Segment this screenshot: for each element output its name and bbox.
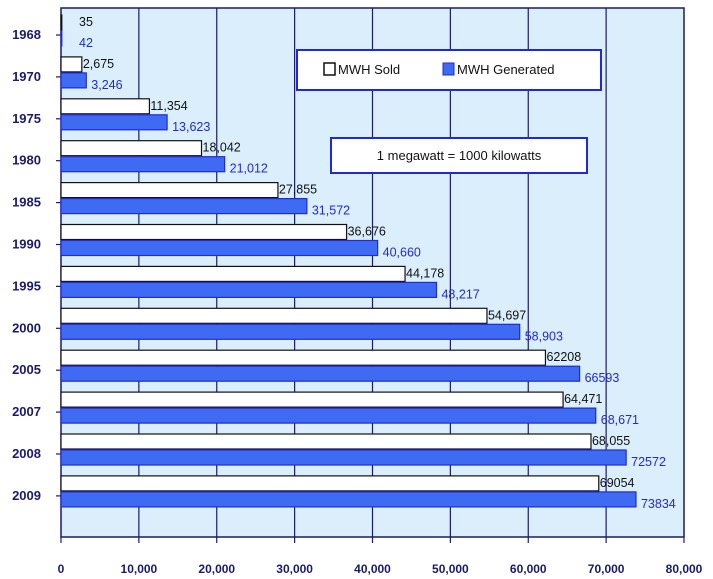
year-label: 1980 [12, 153, 41, 168]
value-label-sold: 2,675 [83, 57, 114, 71]
value-label-generated: 42 [79, 36, 93, 50]
value-label-generated: 68,671 [601, 413, 639, 427]
value-label-generated: 58,903 [525, 329, 563, 343]
bar-mwh-sold [60, 223, 348, 241]
value-label-sold: 27,855 [279, 183, 317, 197]
x-tick-label: 30,000 [276, 562, 313, 576]
year-label: 2008 [12, 446, 41, 461]
value-labels: 35 42 2,675 3,246 11,354 13,623 18,042 21,012 27… [79, 15, 676, 511]
bar-mwh-sold [60, 182, 279, 199]
x-tick-label: 40,000 [354, 562, 391, 576]
value-label-generated: 21,012 [230, 162, 268, 176]
x-tick-label: 0 [58, 562, 65, 576]
legend-label-generated: MWH Generated [457, 62, 555, 77]
x-tick-label: 50,000 [432, 562, 469, 576]
year-label: 1990 [12, 237, 41, 252]
year-label: 1995 [12, 278, 41, 293]
bar-mwh-generated [60, 72, 87, 89]
value-label-sold: 64,471 [564, 392, 602, 406]
unit-note-text: 1 megawatt = 1000 kilowatts [377, 148, 542, 163]
bar-mwh-generated [60, 198, 308, 215]
bar-mwh-sold [60, 14, 63, 31]
value-label-generated: 48,217 [441, 287, 479, 301]
bar-mwh-sold [60, 98, 151, 115]
bar-mwh-generated [60, 491, 637, 508]
bar-mwh-sold [60, 265, 406, 282]
value-label-generated: 66593 [585, 371, 620, 385]
value-label-sold: 44,178 [406, 266, 444, 280]
bar-mwh-generated [60, 449, 627, 466]
bar-mwh-sold [60, 433, 592, 450]
unit-note: 1 megawatt = 1000 kilowatts [330, 137, 588, 174]
bar-mwh-sold [60, 475, 600, 492]
value-label-sold: 68,055 [592, 434, 630, 448]
legend: MWH Sold MWH Generated [296, 49, 602, 91]
bar-mwh-generated [60, 114, 168, 131]
x-tick-label: 70,000 [588, 562, 625, 576]
x-tick-label: 80,000 [666, 562, 703, 576]
year-label: 2007 [12, 404, 41, 419]
value-label-sold: 69054 [600, 476, 635, 490]
x-tick-label: 10,000 [121, 562, 158, 576]
bar-mwh-sold [60, 391, 564, 408]
value-label-sold: 62208 [546, 350, 581, 364]
year-label: 1985 [12, 195, 41, 210]
year-label: 2000 [12, 320, 41, 335]
year-label: 1970 [12, 69, 41, 84]
value-label-sold: 36,676 [348, 225, 386, 239]
year-label: 1975 [12, 111, 41, 126]
value-label-generated: 31,572 [312, 204, 350, 218]
value-label-sold: 35 [79, 15, 93, 29]
value-label-sold: 54,697 [488, 308, 526, 322]
legend-swatch-generated [442, 62, 455, 76]
bar-mwh-generated [60, 156, 226, 173]
x-tick-label: 20,000 [198, 562, 235, 576]
x-tick-labels: 0 10,000 20,000 30,000 40,000 50,000 60,000 70,… [58, 562, 703, 576]
bars [60, 14, 637, 508]
bar-mwh-sold [60, 140, 203, 157]
value-label-generated: 72572 [631, 455, 666, 469]
value-label-generated: 73834 [641, 497, 676, 511]
value-label-sold: 11,354 [150, 99, 187, 113]
unit-note-box [330, 137, 588, 174]
bar-mwh-generated [60, 239, 379, 257]
year-label: 1968 [12, 27, 41, 42]
bar-mwh-sold [60, 307, 488, 324]
year-labels: 1968 1970 1975 1980 1985 1990 1995 2000 2005 2007… [12, 27, 41, 503]
value-label-sold: 18,042 [203, 141, 241, 155]
value-label-generated: 13,623 [172, 120, 210, 134]
value-label-generated: 40,660 [383, 246, 421, 260]
value-label-generated: 3,246 [91, 78, 122, 92]
bar-mwh-generated [60, 323, 521, 340]
bar-mwh-generated [60, 281, 438, 298]
bar-mwh-generated [60, 407, 597, 424]
x-tick-label: 60,000 [510, 562, 547, 576]
bar-mwh-generated [60, 30, 63, 47]
legend-swatch-sold [323, 62, 336, 76]
bar-mwh-sold [60, 349, 547, 366]
year-label: 2005 [12, 362, 41, 377]
year-label: 2009 [12, 488, 41, 503]
bar-mwh-sold [60, 56, 83, 73]
bar-mwh-generated [60, 365, 581, 382]
legend-label-sold: MWH Sold [338, 62, 400, 77]
